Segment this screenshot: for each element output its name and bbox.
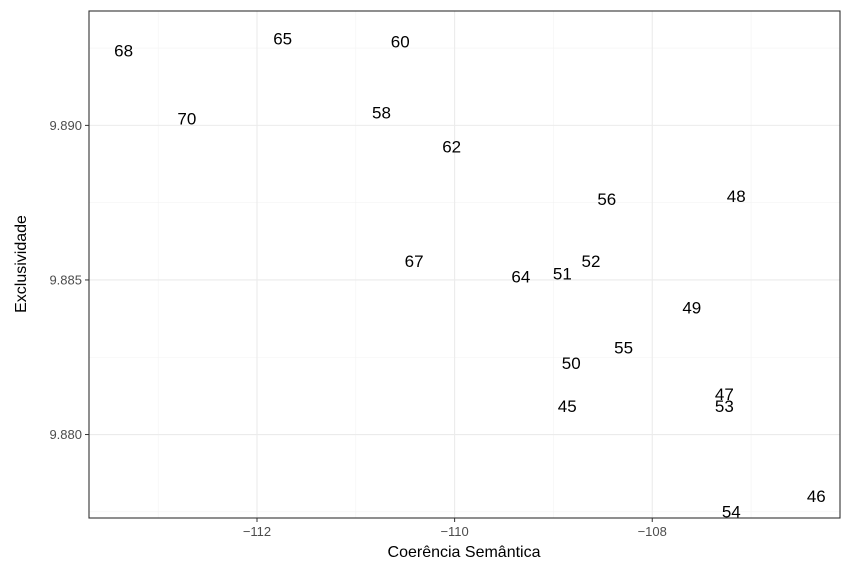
point-label-50: 50 (562, 354, 581, 373)
point-label-51: 51 (553, 264, 572, 283)
point-label-60: 60 (391, 32, 410, 51)
y-tick-label: 9.885 (49, 272, 82, 287)
x-tick-label: −112 (243, 524, 271, 539)
y-tick-label: 9.880 (49, 427, 82, 442)
point-label-48: 48 (727, 187, 746, 206)
x-axis: −112 −110 −108 (243, 518, 667, 539)
point-label-68: 68 (114, 42, 133, 61)
y-tick-label: 9.890 (49, 118, 82, 133)
point-label-56: 56 (597, 190, 616, 209)
x-tick-label: −108 (638, 524, 667, 539)
point-label-54: 54 (722, 502, 741, 521)
point-label-70: 70 (177, 110, 196, 129)
point-label-53: 53 (715, 397, 734, 416)
plot-background (89, 11, 840, 518)
point-label-55: 55 (614, 338, 633, 357)
point-label-58: 58 (372, 104, 391, 123)
point-label-65: 65 (273, 29, 292, 48)
y-axis: 9.880 9.885 9.890 (49, 118, 89, 442)
x-tick-label: −110 (440, 524, 468, 539)
point-label-49: 49 (682, 298, 701, 317)
point-label-67: 67 (405, 252, 424, 271)
x-axis-title: Coerência Semântica (388, 544, 541, 561)
grid (89, 11, 840, 518)
point-label-47: 47 (715, 385, 734, 404)
y-axis-title: Exclusividade (13, 215, 30, 313)
plot-panel-border (88, 10, 841, 519)
point-label-64: 64 (511, 267, 530, 286)
point-label-52: 52 (582, 252, 601, 271)
point-label-45: 45 (558, 397, 577, 416)
point-label-46: 46 (807, 487, 826, 506)
point-label-62: 62 (442, 138, 461, 157)
